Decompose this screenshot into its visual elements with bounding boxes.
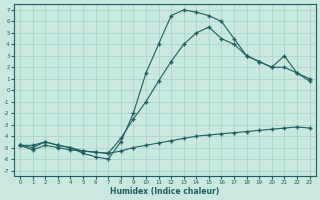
X-axis label: Humidex (Indice chaleur): Humidex (Indice chaleur) [110,187,220,196]
